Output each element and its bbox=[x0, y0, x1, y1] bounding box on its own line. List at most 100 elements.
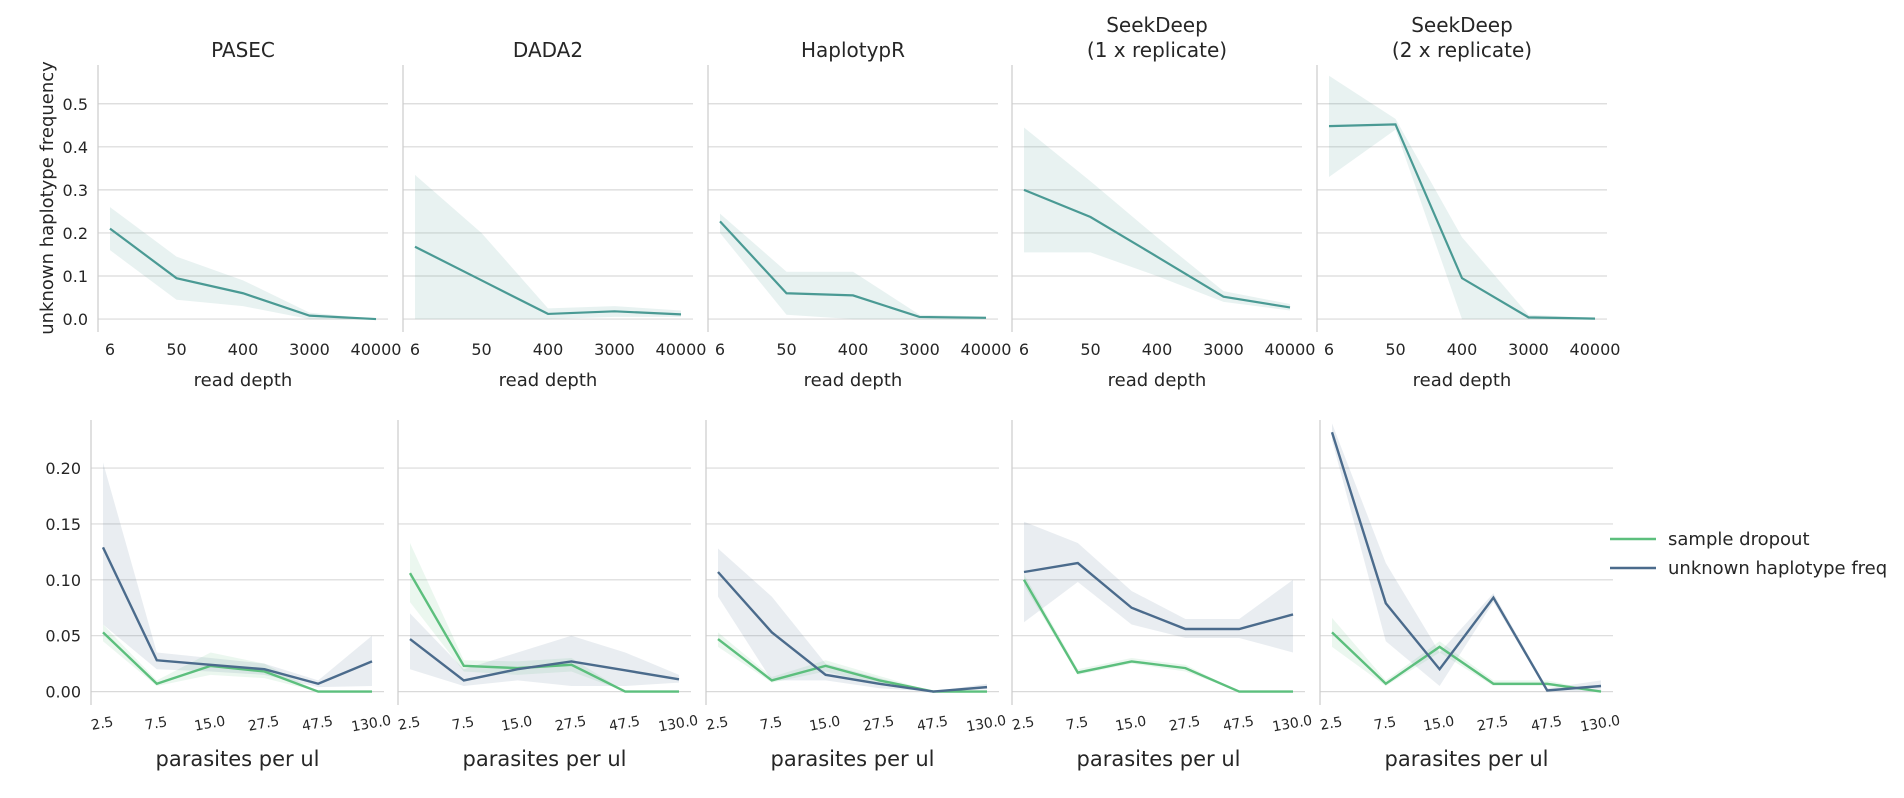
panel-title-line-2: (1 x replicate) bbox=[1087, 38, 1227, 62]
x-tick-label: 7.5 bbox=[451, 714, 476, 734]
x-tick-label: 47.5 bbox=[1530, 713, 1563, 734]
x-tick-label: 130.0 bbox=[965, 713, 1007, 736]
y-tick-label: 0.3 bbox=[63, 181, 88, 200]
x-tick-label: 130.0 bbox=[350, 713, 392, 736]
y-tick-label: 0.10 bbox=[45, 571, 81, 590]
x-tick-label: 400 bbox=[1142, 340, 1173, 359]
x-tick-label: 15.0 bbox=[500, 713, 533, 734]
x-tick-label: 40000 bbox=[961, 340, 1012, 359]
x-tick-label: 47.5 bbox=[1222, 713, 1255, 734]
unknown-haplotype-freq-confidence-band bbox=[103, 462, 372, 687]
y-tick-label: 0.00 bbox=[45, 683, 81, 702]
bottom-panel-3: 2.5 7.5 15.0 27.5 47.5 130.0 parasites per ul bbox=[705, 420, 1007, 771]
panel-title-line-2: (2 x replicate) bbox=[1392, 38, 1532, 62]
x-axis-label: read depth bbox=[499, 370, 598, 391]
x-tick-label: 7.5 bbox=[759, 714, 784, 734]
x-tick-label: 40000 bbox=[351, 340, 402, 359]
x-axis-label: read depth bbox=[194, 370, 293, 391]
y-axis-label: unknown haplotype frequency bbox=[37, 61, 58, 335]
x-tick-label: 40000 bbox=[1265, 340, 1316, 359]
legend-label: sample dropout bbox=[1668, 529, 1810, 550]
confidence-band bbox=[415, 175, 681, 319]
y-tick-label: 0.4 bbox=[63, 138, 88, 157]
x-tick-label: 47.5 bbox=[916, 713, 949, 734]
x-tick-label: 15.0 bbox=[193, 713, 226, 734]
x-tick-label: 27.5 bbox=[1168, 713, 1201, 734]
y-tick-label: 0.0 bbox=[63, 310, 88, 329]
x-tick-label: 2.5 bbox=[705, 714, 730, 734]
panel-title: HaplotypR bbox=[801, 38, 905, 62]
x-tick-label: 27.5 bbox=[247, 713, 280, 734]
x-tick-label: 15.0 bbox=[808, 713, 841, 734]
top-panel-2: DADA2 6 50 400 3000 40000 read depth bbox=[403, 38, 706, 391]
y-tick-label: 0.20 bbox=[45, 459, 81, 478]
x-tick-label: 27.5 bbox=[862, 713, 895, 734]
x-tick-label: 15.0 bbox=[1114, 713, 1147, 734]
x-tick-label: 6 bbox=[1019, 340, 1029, 359]
top-panel-1: PASEC 6 50 400 3000 40000 read depth 0.0 0.1 0.2 0… bbox=[63, 38, 402, 391]
bottom-panel-4: 2.5 7.5 15.0 27.5 47.5 130.0 parasites per ul bbox=[1011, 420, 1313, 771]
x-tick-label: 6 bbox=[410, 340, 420, 359]
x-axis-label: parasites per ul bbox=[1385, 747, 1549, 771]
x-tick-label: 3000 bbox=[899, 340, 940, 359]
x-tick-label: 50 bbox=[471, 340, 491, 359]
x-axis-label: parasites per ul bbox=[1077, 747, 1241, 771]
x-tick-label: 27.5 bbox=[554, 713, 587, 734]
x-tick-label: 130.0 bbox=[1271, 713, 1313, 736]
x-tick-label: 130.0 bbox=[1579, 713, 1621, 736]
unknown-haplotype-freq-line bbox=[1332, 432, 1601, 690]
x-tick-label: 50 bbox=[166, 340, 186, 359]
x-axis-label: read depth bbox=[1413, 370, 1512, 391]
panel-title: DADA2 bbox=[513, 38, 583, 62]
panel-title: PASEC bbox=[211, 38, 275, 62]
panel-title-line-1: SeekDeep bbox=[1411, 13, 1513, 37]
x-tick-label: 3000 bbox=[594, 340, 635, 359]
y-tick-label: 0.1 bbox=[63, 267, 88, 286]
x-axis-label: read depth bbox=[1108, 370, 1207, 391]
confidence-band bbox=[1024, 127, 1290, 310]
x-tick-label: 27.5 bbox=[1476, 713, 1509, 734]
bottom-panel-1: 2.5 7.5 15.0 27.5 47.5 130.0 parasites per ul 0… bbox=[45, 420, 392, 771]
x-tick-label: 130.0 bbox=[657, 713, 699, 736]
x-axis-label: parasites per ul bbox=[463, 747, 627, 771]
confidence-band bbox=[720, 214, 986, 320]
y-tick-label: 0.05 bbox=[45, 627, 81, 646]
x-tick-label: 3000 bbox=[1508, 340, 1549, 359]
x-tick-label: 50 bbox=[776, 340, 796, 359]
x-axis-label: read depth bbox=[804, 370, 903, 391]
x-axis-label: parasites per ul bbox=[156, 747, 320, 771]
x-tick-label: 15.0 bbox=[1422, 713, 1455, 734]
x-axis-label: parasites per ul bbox=[771, 747, 935, 771]
x-tick-label: 2.5 bbox=[1011, 714, 1036, 734]
x-tick-label: 50 bbox=[1080, 340, 1100, 359]
x-tick-label: 400 bbox=[228, 340, 259, 359]
y-tick-label: 0.5 bbox=[63, 95, 88, 114]
x-tick-label: 40000 bbox=[656, 340, 707, 359]
x-tick-label: 2.5 bbox=[1319, 714, 1344, 734]
legend-label: unknown haplotype freq bbox=[1668, 558, 1887, 579]
x-tick-label: 40000 bbox=[1570, 340, 1621, 359]
x-tick-label: 3000 bbox=[1203, 340, 1244, 359]
x-tick-label: 3000 bbox=[289, 340, 330, 359]
x-tick-label: 7.5 bbox=[1373, 714, 1398, 734]
x-tick-label: 7.5 bbox=[144, 714, 169, 734]
bottom-panel-2: 2.5 7.5 15.0 27.5 47.5 130.0 parasites per ul bbox=[397, 420, 699, 771]
y-tick-label: 0.2 bbox=[63, 224, 88, 243]
x-tick-label: 47.5 bbox=[608, 713, 641, 734]
x-tick-label: 7.5 bbox=[1065, 714, 1090, 734]
confidence-band bbox=[1329, 76, 1595, 319]
legend: sample dropout unknown haplotype freq bbox=[1610, 529, 1887, 579]
x-tick-label: 6 bbox=[105, 340, 115, 359]
x-tick-label: 47.5 bbox=[301, 713, 334, 734]
x-tick-label: 2.5 bbox=[397, 714, 422, 734]
x-tick-label: 400 bbox=[533, 340, 564, 359]
confidence-band bbox=[110, 207, 376, 319]
x-tick-label: 50 bbox=[1385, 340, 1405, 359]
bottom-panel-5: 2.5 7.5 15.0 27.5 47.5 130.0 parasites per ul bbox=[1319, 420, 1621, 771]
x-tick-label: 2.5 bbox=[90, 714, 115, 734]
